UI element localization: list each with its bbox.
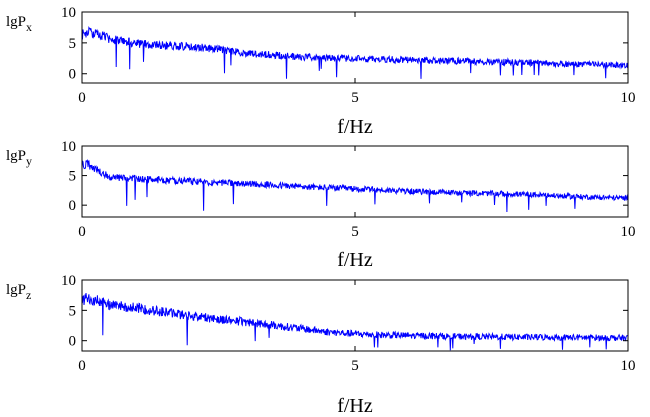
y-tick-label: 0 <box>69 198 77 214</box>
subplot-1: 0 5 10 0 5 10 lgPx f/Hz <box>6 5 636 138</box>
y-axis-label: lgPy <box>6 148 32 168</box>
x-tick-label: 10 <box>621 90 636 106</box>
y-tick-label: 10 <box>61 273 76 289</box>
y-tick-label: 0 <box>69 67 77 83</box>
subplot-2: 0 5 10 0 5 10 lgPy f/Hz <box>6 139 636 271</box>
y-tick-label: 10 <box>61 5 76 21</box>
y-tick-label: 0 <box>69 334 77 350</box>
y-tick-label: 10 <box>61 139 76 155</box>
y-tick-label: 5 <box>69 169 77 185</box>
y-tick-label: 5 <box>69 303 77 319</box>
series-line <box>81 158 629 213</box>
series-line <box>81 293 629 351</box>
x-tick-label: 5 <box>351 358 359 374</box>
x-axis-label: f/Hz <box>337 395 373 417</box>
x-tick-label: 10 <box>621 224 636 240</box>
x-tick-label: 0 <box>78 358 86 374</box>
y-axis-label: lgPz <box>6 282 31 302</box>
subplot-3: 0 5 10 0 5 10 lgPz f/Hz <box>6 273 636 417</box>
x-tick-label: 5 <box>351 224 359 240</box>
x-tick-label: 10 <box>621 358 636 374</box>
x-tick-label: 0 <box>78 224 86 240</box>
plot-area <box>81 279 629 352</box>
x-axis-label: f/Hz <box>337 249 373 271</box>
x-tick-label: 0 <box>78 90 86 106</box>
y-axis-label: lgPx <box>6 14 32 34</box>
plot-area <box>81 11 629 84</box>
series-line <box>81 26 629 79</box>
x-tick-label: 5 <box>351 90 359 106</box>
y-tick-label: 5 <box>69 36 77 52</box>
x-axis-label: f/Hz <box>337 116 373 138</box>
